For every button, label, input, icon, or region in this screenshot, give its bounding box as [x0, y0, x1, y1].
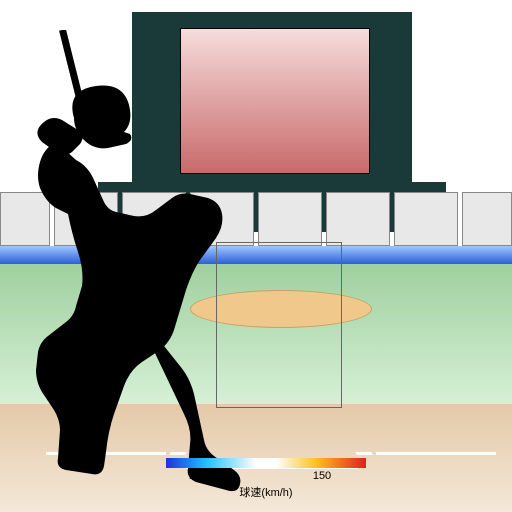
- stadium-seat-block: [394, 192, 458, 246]
- speed-legend-tick: 150: [313, 470, 331, 482]
- speed-legend-bar: [166, 458, 366, 468]
- pitch-chart-stage: 100 150 球速(km/h): [0, 0, 512, 512]
- speed-legend-tick: 100: [189, 470, 207, 482]
- batters-box-line: [376, 452, 496, 455]
- speed-legend-label: 球速(km/h): [166, 484, 366, 500]
- stadium-seat-block: [326, 192, 390, 246]
- speed-legend: 100 150 球速(km/h): [166, 458, 366, 504]
- stadium-seat-block: [462, 192, 512, 246]
- stadium-seat-block: [258, 192, 322, 246]
- batter-silhouette: [4, 30, 244, 500]
- batters-box-line: [355, 452, 373, 455]
